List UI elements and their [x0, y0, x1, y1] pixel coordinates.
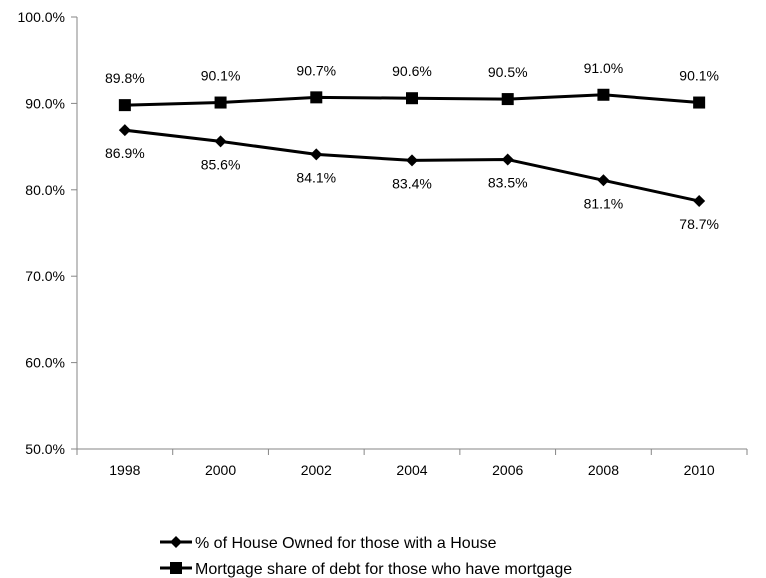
data-label: 89.8%: [105, 70, 145, 86]
data-label: 81.1%: [584, 195, 624, 211]
data-label: 90.6%: [392, 63, 432, 79]
y-tick-label: 90.0%: [25, 95, 65, 111]
data-label: 85.6%: [201, 156, 241, 172]
data-label: 78.7%: [679, 216, 719, 232]
square-marker: [310, 91, 323, 104]
data-labels: 86.9% 85.6% 84.1% 83.4% 83.5% 81.1% 78.7% 89.8%…: [105, 60, 719, 232]
square-marker: [501, 93, 514, 106]
data-label: 83.4%: [392, 175, 432, 191]
y-tick-label: 100.0%: [18, 9, 65, 25]
square-marker: [118, 99, 131, 112]
x-tick-label: 1998: [109, 462, 140, 478]
diamond-marker: [214, 135, 227, 148]
data-label: 83.5%: [488, 175, 528, 191]
square-marker: [693, 96, 706, 109]
data-label: 84.1%: [296, 169, 336, 185]
diamond-marker: [597, 174, 610, 187]
series-house-owned: [118, 124, 706, 208]
legend-diamond-marker: [170, 536, 182, 548]
diamond-marker: [118, 124, 131, 137]
x-tick-label: 2004: [396, 462, 427, 478]
y-tick-label: 50.0%: [25, 441, 65, 457]
axes: 50.0% 60.0% 70.0% 80.0% 90.0% 100.0% 1998 2000 2…: [18, 9, 748, 478]
data-label: 91.0%: [584, 60, 624, 76]
diamond-marker: [310, 148, 323, 161]
square-marker: [214, 96, 227, 109]
square-marker: [406, 92, 418, 105]
legend-entry: % of House Owned for those with a House: [160, 535, 497, 552]
legend-square-marker: [170, 562, 182, 574]
diamond-marker: [406, 154, 418, 167]
y-tick-label: 60.0%: [25, 355, 65, 371]
data-label: 90.7%: [296, 62, 336, 78]
y-tick-label: 70.0%: [25, 268, 65, 284]
legend-label: % of House Owned for those with a House: [195, 535, 497, 552]
series-lines: [118, 88, 706, 208]
data-label: 86.9%: [105, 145, 145, 161]
y-tick-label: 80.0%: [25, 182, 65, 198]
x-tick-label: 2008: [588, 462, 619, 478]
x-tick-label: 2006: [492, 462, 523, 478]
legend-entry: Mortgage share of debt for those who hav…: [160, 561, 572, 578]
data-label: 90.1%: [679, 68, 719, 84]
diamond-marker: [693, 195, 706, 208]
data-label: 90.5%: [488, 64, 528, 80]
x-tick-label: 2010: [684, 462, 715, 478]
data-label: 90.1%: [201, 68, 241, 84]
diamond-marker: [501, 153, 514, 166]
x-tick-label: 2000: [205, 462, 236, 478]
square-marker: [597, 88, 610, 101]
legend-label: Mortgage share of debt for those who hav…: [195, 561, 572, 578]
series-mortgage-share: [118, 88, 706, 112]
x-tick-label: 2002: [301, 462, 332, 478]
legend: % of House Owned for those with a House M…: [160, 535, 572, 578]
